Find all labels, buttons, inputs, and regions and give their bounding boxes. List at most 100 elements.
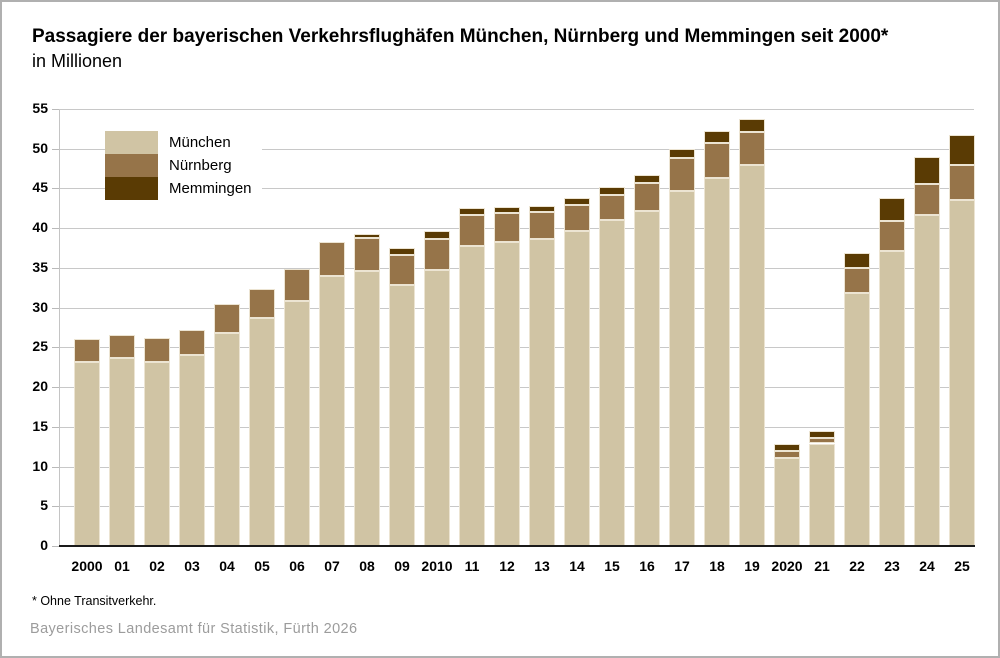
y-tick-label-0: 0	[40, 537, 48, 553]
y-tick-label-15: 15	[32, 418, 48, 434]
bar-segment-nuernberg-19	[739, 132, 765, 165]
x-tick-label-17: 17	[674, 558, 690, 574]
x-tick-label-2020: 2020	[771, 558, 803, 574]
bar-segment-muenchen-13	[529, 239, 555, 546]
y-tick-55	[52, 109, 59, 110]
bar-segment-memmingen-21	[809, 430, 835, 438]
bar-segment-muenchen-09	[389, 285, 415, 546]
x-tick-label-19: 19	[744, 558, 760, 574]
x-tick-label-11: 11	[464, 558, 480, 574]
x-tick-label-05: 05	[254, 558, 270, 574]
y-tick-label-35: 35	[32, 259, 48, 275]
y-tick-label-55: 55	[32, 100, 48, 116]
y-tick-20	[52, 387, 59, 388]
bar-segment-nuernberg-04	[214, 304, 240, 334]
bar-segment-nuernberg-06	[284, 269, 310, 302]
bar-segment-memmingen-2020	[774, 444, 800, 452]
bar-segment-muenchen-2000	[74, 361, 100, 546]
x-axis-line	[59, 545, 975, 547]
bar-segment-nuernberg-12	[494, 213, 520, 242]
y-tick-label-30: 30	[32, 299, 48, 315]
bar-segment-nuernberg-16	[634, 182, 660, 211]
bar-segment-nuernberg-13	[529, 212, 555, 240]
y-tick-label-25: 25	[32, 338, 48, 354]
bar-segment-muenchen-08	[354, 271, 380, 546]
bar-segment-nuernberg-17	[669, 158, 695, 191]
y-tick-label-5: 5	[40, 497, 48, 513]
legend-item-nuernberg: Nürnberg	[105, 154, 252, 177]
y-tick-45	[52, 188, 59, 189]
x-tick-label-13: 13	[534, 558, 550, 574]
bar-segment-muenchen-2020	[774, 457, 800, 546]
bar-segment-muenchen-07	[319, 275, 345, 546]
x-tick-label-16: 16	[639, 558, 655, 574]
x-tick-label-04: 04	[219, 558, 235, 574]
bar-segment-nuernberg-01	[109, 334, 135, 359]
bar-segment-muenchen-17	[669, 190, 695, 546]
bar-segment-nuernberg-2010	[424, 239, 450, 271]
bar-segment-muenchen-02	[144, 362, 170, 546]
bar-segment-nuernberg-2020	[774, 451, 800, 458]
y-tick-35	[52, 268, 59, 269]
bar-segment-memmingen-19	[739, 118, 765, 133]
bar-segment-memmingen-11	[459, 208, 485, 216]
x-tick-label-07: 07	[324, 558, 340, 574]
bar-segment-muenchen-04	[214, 333, 240, 546]
gridline-55	[59, 109, 974, 110]
bar-segment-nuernberg-09	[389, 255, 415, 286]
x-tick-label-06: 06	[289, 558, 305, 574]
x-tick-label-2000: 2000	[71, 558, 103, 574]
bar-segment-nuernberg-15	[599, 194, 625, 221]
bar-segment-nuernberg-2000	[74, 338, 100, 362]
x-tick-label-08: 08	[359, 558, 375, 574]
bar-segment-memmingen-12	[494, 206, 520, 214]
bar-segment-muenchen-12	[494, 241, 520, 546]
gridline-50	[59, 149, 974, 150]
bar-segment-nuernberg-23	[879, 221, 905, 252]
x-tick-label-21: 21	[814, 558, 830, 574]
x-tick-label-02: 02	[149, 558, 165, 574]
bar-segment-muenchen-25	[949, 200, 975, 546]
y-tick-5	[52, 506, 59, 507]
bar-segment-memmingen-25	[949, 135, 975, 165]
gridline-45	[59, 188, 974, 189]
x-tick-label-01: 01	[114, 558, 130, 574]
y-tick-10	[52, 467, 59, 468]
bar-segment-muenchen-16	[634, 210, 660, 546]
bar-segment-memmingen-22	[844, 252, 870, 268]
y-tick-30	[52, 308, 59, 309]
y-axis-line	[59, 110, 60, 547]
bar-segment-nuernberg-21	[809, 437, 835, 444]
bar-segment-muenchen-2010	[424, 270, 450, 546]
source-credit: Bayerisches Landesamt für Statistik, Für…	[30, 621, 358, 637]
y-tick-0	[52, 546, 59, 547]
legend-item-memmingen: Memmingen	[105, 177, 252, 200]
bar-segment-nuernberg-18	[704, 143, 730, 179]
y-tick-25	[52, 347, 59, 348]
x-tick-label-12: 12	[499, 558, 515, 574]
bar-segment-nuernberg-07	[319, 242, 345, 276]
chart-title: Passagiere der bayerischen Verkehrsflugh…	[32, 26, 889, 47]
bar-segment-memmingen-24	[914, 156, 940, 184]
x-tick-label-14: 14	[569, 558, 585, 574]
bar-segment-nuernberg-11	[459, 215, 485, 247]
bar-segment-nuernberg-02	[144, 337, 170, 363]
y-tick-50	[52, 149, 59, 150]
legend-swatch-muenchen	[105, 131, 158, 154]
legend-label-nuernberg: Nürnberg	[169, 157, 232, 174]
legend-label-memmingen: Memmingen	[169, 180, 252, 197]
x-tick-label-24: 24	[919, 558, 935, 574]
bar-segment-memmingen-2010	[424, 231, 450, 240]
bar-segment-muenchen-18	[704, 178, 730, 546]
x-tick-label-2010: 2010	[421, 558, 453, 574]
y-tick-15	[52, 427, 59, 428]
bar-segment-muenchen-06	[284, 301, 310, 546]
footnote: * Ohne Transitverkehr.	[32, 594, 157, 608]
legend: München Nürnberg Memmingen	[105, 131, 262, 200]
bar-segment-nuernberg-22	[844, 267, 870, 294]
title-block: Passagiere der bayerischen Verkehrsflugh…	[32, 24, 982, 73]
legend-label-muenchen: München	[169, 134, 231, 151]
bar-segment-muenchen-01	[109, 358, 135, 546]
